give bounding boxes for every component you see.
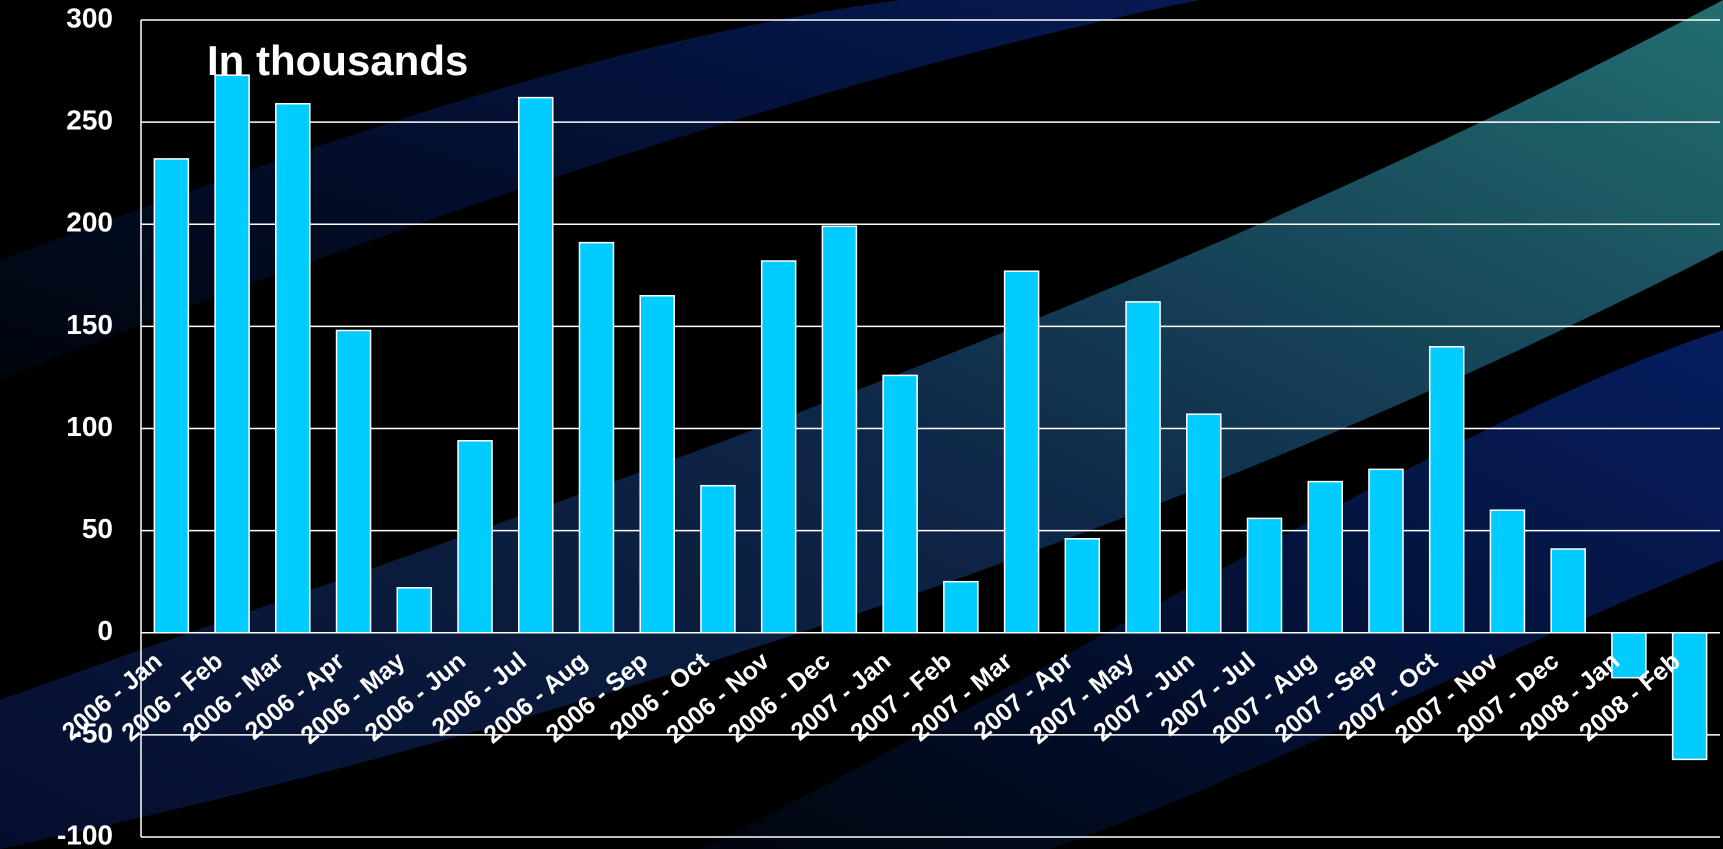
bar xyxy=(1307,480,1344,634)
y-tick-label: 300 xyxy=(66,2,113,33)
y-tick-label: 250 xyxy=(66,105,113,136)
bar xyxy=(214,74,250,634)
bar xyxy=(1064,538,1101,634)
bar xyxy=(335,329,372,634)
bar xyxy=(943,580,979,634)
y-tick-label: -100 xyxy=(57,819,113,849)
chart-title: In thousands xyxy=(207,37,468,84)
bar xyxy=(1003,270,1040,634)
bar xyxy=(1611,632,1647,679)
bar xyxy=(639,294,675,634)
y-tick-label: -50 xyxy=(73,717,113,748)
bar xyxy=(457,440,493,634)
bar xyxy=(275,102,311,634)
bar xyxy=(1125,301,1161,634)
bar xyxy=(821,225,858,634)
bar xyxy=(700,484,736,634)
bar xyxy=(1186,413,1222,634)
bar xyxy=(1428,346,1465,634)
bar xyxy=(1368,468,1404,634)
bar xyxy=(1246,517,1283,634)
bar xyxy=(153,158,190,634)
bar xyxy=(396,587,433,634)
bar xyxy=(1489,509,1526,634)
bar xyxy=(760,260,797,634)
y-tick-label: 200 xyxy=(66,207,113,238)
y-tick-label: 0 xyxy=(97,615,113,646)
y-tick-label: 50 xyxy=(82,513,113,544)
y-tick-label: 150 xyxy=(66,309,113,340)
bar xyxy=(882,374,918,634)
y-tick-label: 100 xyxy=(66,411,113,442)
bar xyxy=(1671,632,1708,761)
bar xyxy=(1550,548,1586,634)
bar xyxy=(517,96,554,634)
bar xyxy=(578,241,615,634)
